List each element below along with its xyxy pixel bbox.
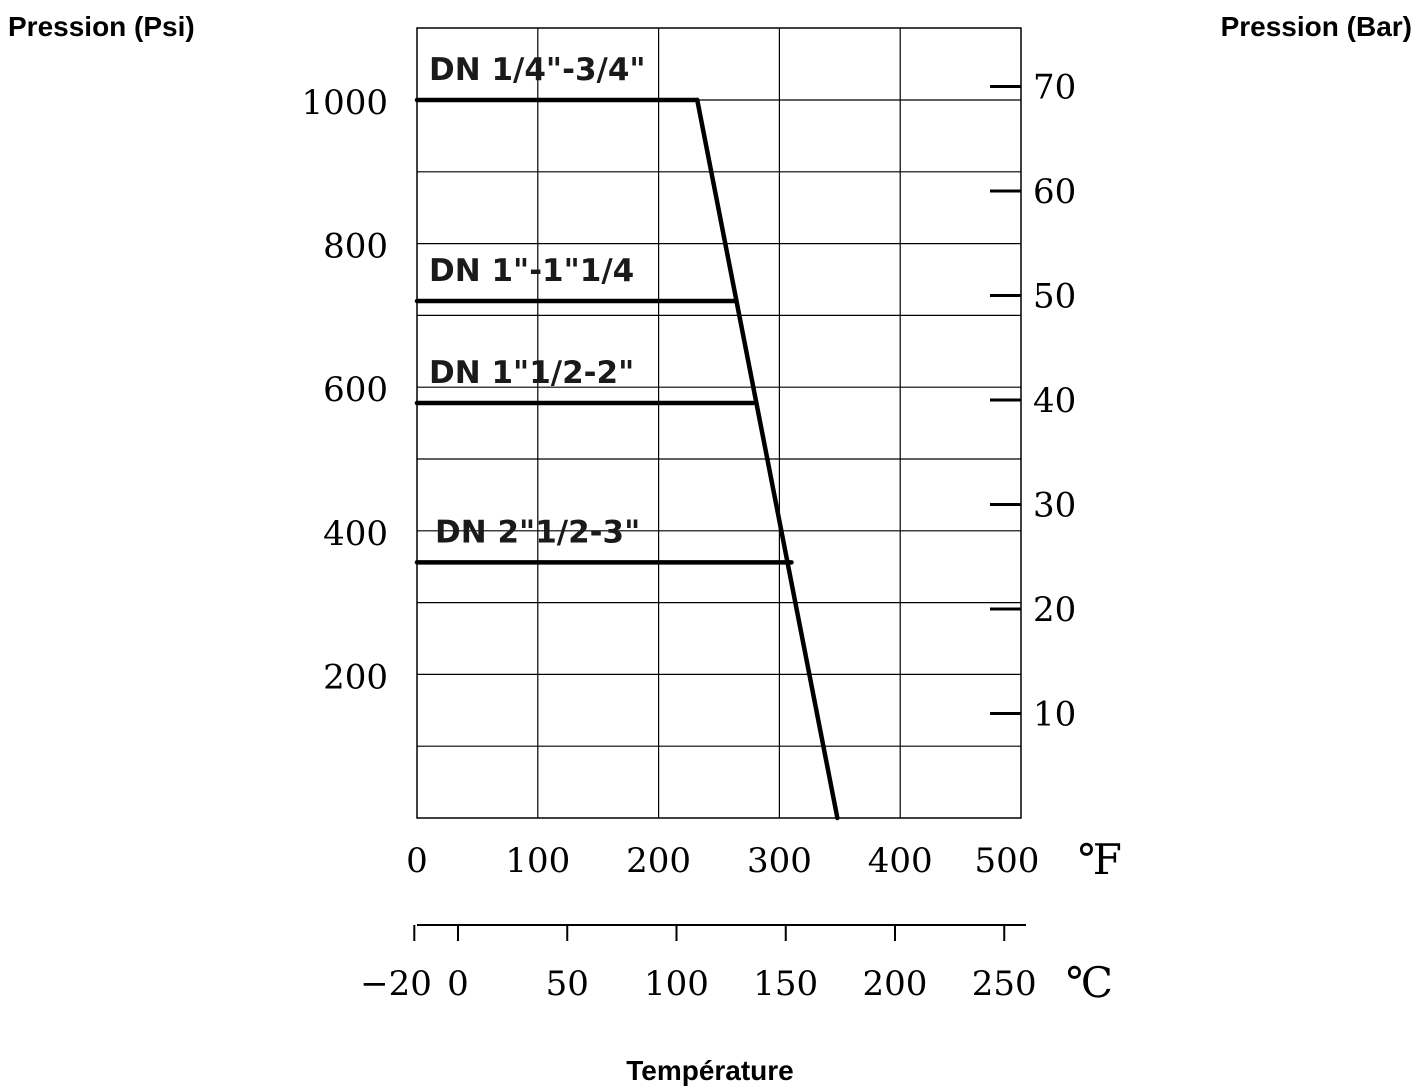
bar-tick-label: 60 <box>1033 172 1076 212</box>
fahrenheit-tick-label: 400 <box>868 841 933 881</box>
psi-tick-label: 1000 <box>301 83 388 123</box>
bar-tick-label: 10 <box>1033 695 1076 735</box>
fahrenheit-tick-label: 0 <box>406 841 428 881</box>
bar-tick-label: 40 <box>1033 381 1076 421</box>
fahrenheit-tick-label: 300 <box>747 841 812 881</box>
right-axis-label: Pression (Bar) <box>1221 11 1412 42</box>
chart-labels: DN 1/4"-3/4" DN 1"-1"1/4 DN 1"1/2-2" DN 2"1… <box>301 52 1122 1007</box>
series-label-1: DN 1/4"-3/4" <box>429 52 646 88</box>
plot-frame <box>416 27 1022 819</box>
series-label-4: DN 2"1/2-3" <box>435 514 640 550</box>
series-label-2: DN 1"-1"1/4 <box>429 253 634 289</box>
psi-tick-label: 800 <box>323 227 388 267</box>
psi-tick-label: 200 <box>323 657 388 697</box>
celsius-unit-label: ℃ <box>1066 958 1113 1007</box>
celsius-tick-label: 200 <box>863 964 928 1004</box>
bar-tick-label: 70 <box>1033 68 1076 108</box>
psi-tick-label: 400 <box>323 514 388 554</box>
celsius-tick-label: −20 <box>360 964 432 1004</box>
fahrenheit-tick-label: 500 <box>975 841 1040 881</box>
diagonal-limit-line <box>695 97 840 821</box>
fahrenheit-unit-label: ℉ <box>1078 835 1122 884</box>
chart-marks <box>413 85 1026 941</box>
x-axis-label: Température <box>626 1055 794 1086</box>
fahrenheit-tick-label: 200 <box>626 841 691 881</box>
bar-tick-label: 50 <box>1033 277 1076 317</box>
grid <box>417 28 1021 818</box>
bar-tick-label: 20 <box>1033 590 1076 630</box>
celsius-tick-label: 250 <box>972 964 1037 1004</box>
fahrenheit-tick-label: 100 <box>505 841 570 881</box>
series-label-3: DN 1"1/2-2" <box>429 355 634 391</box>
celsius-tick-label: 100 <box>644 964 709 1004</box>
psi-tick-label: 600 <box>323 370 388 410</box>
left-axis-label: Pression (Psi) <box>8 11 195 42</box>
bar-tick-label: 30 <box>1033 486 1076 526</box>
celsius-tick-label: 150 <box>753 964 818 1004</box>
celsius-tick-label: 0 <box>447 964 469 1004</box>
celsius-tick-label: 50 <box>546 964 589 1004</box>
